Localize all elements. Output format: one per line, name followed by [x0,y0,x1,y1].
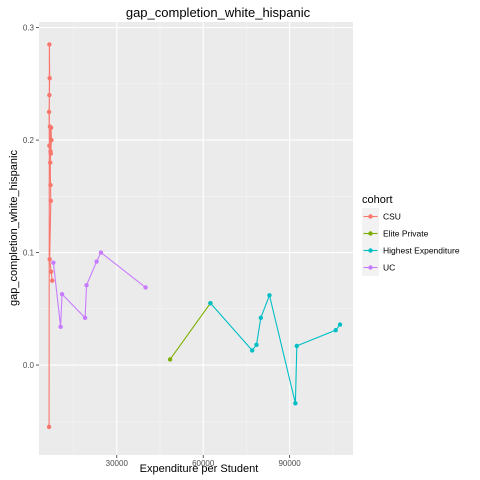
legend-label-uc: UC [383,263,395,273]
data-point-highest-expenditure [337,322,343,327]
legend-label-elite-private: Elite Private [383,229,429,239]
data-point-csu [47,76,52,81]
data-point-highest-expenditure [293,401,298,406]
data-point-highest-expenditure [267,293,272,298]
chart-title: gap_completion_white_hispanic [126,5,311,20]
data-point-highest-expenditure [249,348,255,353]
data-point-uc [143,285,148,290]
legend-label-highest-expenditure: Highest Expenditure [383,246,460,256]
data-point-csu [48,125,54,130]
x-tick-label: 30000 [106,459,129,468]
data-point-elite-private [167,357,173,362]
data-point-csu [47,257,52,262]
data-point-highest-expenditure [208,300,213,306]
minor-gridlines [39,22,353,455]
x-tick-label: 60000 [192,459,215,468]
data-point-uc [84,282,89,288]
data-point-highest-expenditure [294,343,300,349]
data-point-csu [49,137,54,143]
legend-item-uc: UC [362,259,395,276]
plot-panel [39,22,353,455]
legend-title: cohort [362,194,393,206]
legend-point-highest-expenditure [368,248,373,253]
y-tick-label: 0.3 [23,24,35,33]
data-point-highest-expenditure [258,315,264,320]
data-point-highest-expenditure [254,342,259,347]
data-point-csu [47,92,52,98]
data-point-csu [48,182,53,188]
data-point-uc [94,259,99,264]
series-line-elite-private [169,302,211,360]
series-uc [51,250,148,329]
x-tick-label: 90000 [278,459,301,468]
data-point-uc [58,324,63,329]
data-point-csu [47,143,52,148]
data-point-uc [82,315,88,320]
series-highest-expenditure [208,293,343,406]
series-csu [46,42,55,430]
y-axis-label: gap_completion_white_hispanic [8,150,20,306]
legend-items: CSU Elite Private Highest Expenditure UC [362,208,460,276]
y-tick-label: 0.1 [23,249,35,258]
legend-label-csu: CSU [383,212,401,222]
y-axis-ticks: 0.0 0.1 0.2 0.3 [23,24,39,370]
data-point-csu [47,42,52,47]
legend-item-csu: CSU [362,208,401,225]
legend-item-elite-private: Elite Private [362,225,429,242]
legend: cohort CSU Elite Private Highest Expenditu… [362,194,460,276]
data-point-csu [46,109,52,115]
data-point-csu [46,424,52,430]
legend-point-elite-private [368,231,373,236]
data-point-csu [48,269,54,274]
series-layer [46,42,343,430]
x-axis-ticks: 30000 60000 90000 [106,455,301,468]
data-point-csu [50,278,55,283]
data-point-csu [48,160,53,165]
y-tick-label: 0.0 [23,361,35,370]
data-point-csu [48,151,54,156]
data-point-uc [51,260,56,265]
data-point-uc [98,250,104,255]
data-point-uc [59,291,65,297]
data-point-csu [48,198,54,204]
legend-item-highest-expenditure: Highest Expenditure [362,242,460,259]
x-axis-label: Expenditure per Student [140,463,259,475]
legend-point-uc [368,265,373,270]
y-tick-label: 0.2 [23,136,35,145]
legend-point-csu [368,214,373,219]
major-gridlines [39,22,353,455]
data-point-highest-expenditure [333,327,338,333]
